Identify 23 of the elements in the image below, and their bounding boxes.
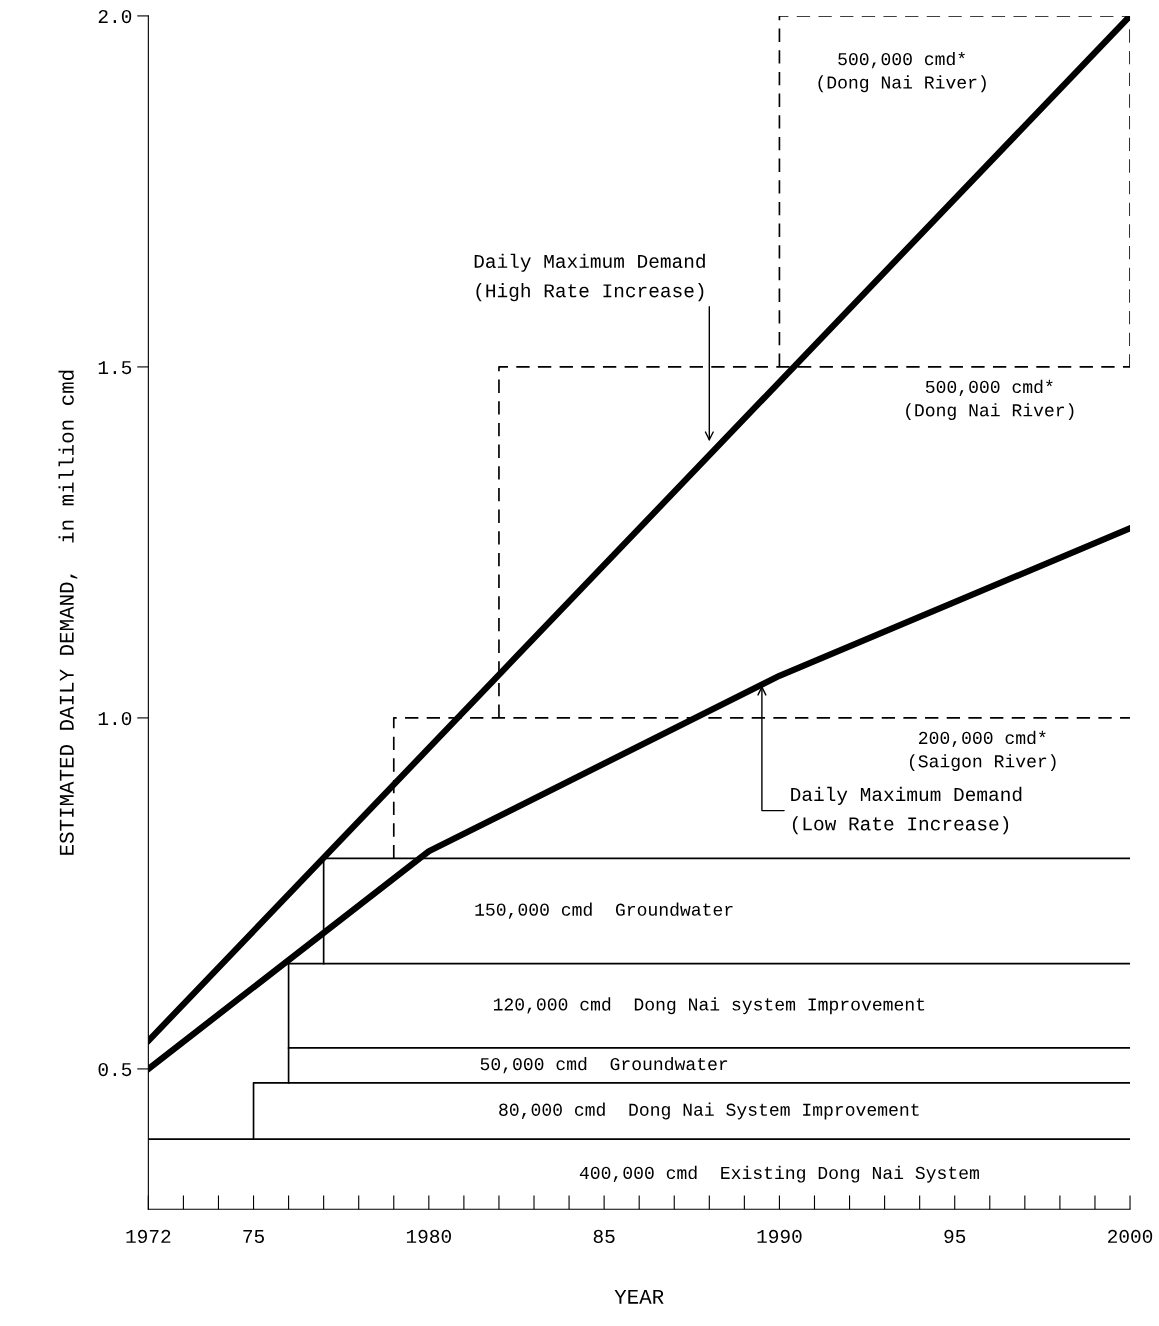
x-tick-label: 75 [243, 1230, 264, 1244]
y-axis-title: ESTIMATED DAILY DEMAND, in million cmd [58, 370, 78, 855]
series-label: 200,000 cmd* (Saigon River) [909, 730, 1056, 772]
text: 150,000 cmd Groundwater [475, 902, 733, 919]
x-tick-label: 2000 [1108, 1229, 1153, 1244]
series-label: 80,000 cmd Dong Nai System Improvement [499, 1102, 919, 1120]
y-tick-label: 0.5 [98, 1062, 132, 1077]
annotation: Daily Maximum Demand (Low Rate Increase) [791, 786, 1022, 835]
annotation: Daily Maximum Demand (High Rate Increase) [474, 253, 705, 302]
series-label: 50,000 cmd Groundwater [480, 1056, 728, 1074]
y-tick-label: 1.0 [98, 711, 132, 726]
y-tick-label: 2.0 [98, 9, 132, 24]
x-tick-label: 85 [593, 1229, 615, 1244]
x-tick-label: 95 [944, 1229, 966, 1244]
x-tick-label: 1990 [757, 1229, 802, 1244]
x-axis-title: YEAR [614, 1289, 664, 1304]
series-label: 120,000 cmd Dong Nai system Improvement [493, 997, 925, 1015]
series-label: 400,000 cmd Existing Dong Nai System [579, 1165, 979, 1183]
y-tick-label: 1.5 [98, 361, 132, 375]
series-label: 500,000 cmd* (Dong Nai River) [818, 51, 986, 93]
x-tick-label: 1980 [406, 1229, 451, 1244]
series-label: 500,000 cmd* (Dong Nai River) [906, 379, 1074, 421]
x-tick-label: 1972 [126, 1229, 171, 1244]
